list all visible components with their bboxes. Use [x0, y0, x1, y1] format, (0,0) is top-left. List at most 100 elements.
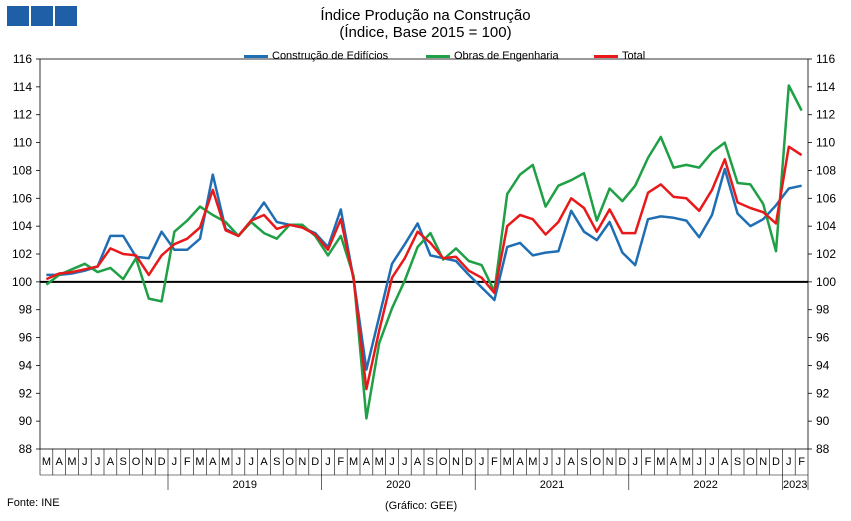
logo-square: [55, 6, 77, 26]
legend-swatch: [244, 54, 268, 58]
month-label: J: [82, 456, 88, 468]
month-label: M: [528, 456, 537, 468]
logo-square: [31, 6, 53, 26]
y-tick-label-right: 110: [816, 136, 835, 150]
month-label: M: [221, 456, 230, 468]
month-label: A: [209, 456, 217, 468]
month-label: A: [516, 456, 524, 468]
series-line: [45, 145, 803, 391]
y-tick-label-left: 114: [13, 80, 32, 94]
month-label: D: [772, 456, 780, 468]
month-label: N: [606, 456, 614, 468]
y-tick-label-right: 90: [816, 414, 830, 428]
month-label: O: [439, 456, 448, 468]
month-label: A: [721, 456, 729, 468]
y-tick-label-left: 94: [19, 358, 33, 372]
y-tick-label-left: 116: [13, 52, 32, 66]
source-note: Fonte: INE: [7, 497, 60, 509]
month-label: F: [645, 456, 652, 468]
chart-subtitle: (Índice, Base 2015 = 100): [339, 24, 512, 41]
month-label: J: [479, 456, 485, 468]
month-label: S: [580, 456, 587, 468]
month-label: A: [414, 456, 422, 468]
chart-title: Índice Produção na Construção: [320, 7, 531, 24]
month-label: J: [632, 456, 638, 468]
month-label: J: [709, 456, 715, 468]
y-tick-label-left: 92: [19, 386, 33, 400]
month-label: S: [273, 456, 280, 468]
month-label: M: [682, 456, 691, 468]
month-label: A: [260, 456, 268, 468]
y-tick-label-right: 108: [816, 163, 836, 177]
month-label: O: [285, 456, 294, 468]
y-tick-label-right: 116: [816, 52, 835, 66]
month-label: F: [184, 456, 191, 468]
y-tick-label-right: 114: [816, 80, 835, 94]
y-tick-label-left: 88: [19, 442, 33, 456]
month-label: M: [375, 456, 384, 468]
y-tick-label-right: 94: [816, 358, 830, 372]
month-label: M: [656, 456, 665, 468]
month-label: M: [195, 456, 204, 468]
legend-swatch: [594, 54, 618, 58]
y-tick-label-left: 104: [12, 219, 32, 233]
month-label: F: [798, 456, 805, 468]
month-label: J: [402, 456, 408, 468]
y-tick-label-left: 110: [13, 136, 32, 150]
y-tick-label-right: 112: [816, 108, 835, 122]
year-label: 2022: [693, 479, 717, 491]
y-tick-label-left: 100: [12, 275, 32, 289]
month-label: M: [349, 456, 358, 468]
y-tick-label-left: 96: [19, 331, 33, 345]
month-label: O: [593, 456, 602, 468]
month-label: D: [465, 456, 473, 468]
year-label: 2020: [386, 479, 410, 491]
month-label: D: [158, 456, 166, 468]
credit-note: (Gráfico: GEE): [385, 500, 458, 512]
month-label: F: [337, 456, 344, 468]
month-label: J: [248, 456, 254, 468]
month-label: J: [786, 456, 792, 468]
legend-swatch: [426, 54, 450, 58]
month-label: N: [759, 456, 767, 468]
month-label: A: [363, 456, 371, 468]
y-tick-label-right: 96: [816, 331, 830, 345]
plot-frame: [39, 58, 809, 450]
month-label: N: [452, 456, 460, 468]
y-tick-label-left: 106: [12, 191, 32, 205]
y-tick-label-left: 112: [13, 108, 32, 122]
y-tick-label-right: 92: [816, 386, 830, 400]
month-label: J: [696, 456, 702, 468]
month-label: N: [145, 456, 153, 468]
series-line: [45, 84, 803, 420]
month-label: A: [107, 456, 115, 468]
y-tick-label-right: 88: [816, 442, 830, 456]
month-label: A: [568, 456, 576, 468]
month-label: J: [543, 456, 549, 468]
month-label: J: [556, 456, 562, 468]
month-label: J: [236, 456, 242, 468]
month-label: M: [67, 456, 76, 468]
month-label: D: [311, 456, 319, 468]
month-label: M: [42, 456, 51, 468]
month-label: A: [670, 456, 678, 468]
month-label: D: [618, 456, 626, 468]
y-tick-label-right: 106: [816, 191, 836, 205]
month-label: J: [325, 456, 331, 468]
y-tick-label-left: 102: [12, 247, 32, 261]
logo-square: [7, 6, 29, 26]
month-label: J: [172, 456, 178, 468]
y-tick-label-left: 108: [12, 163, 32, 177]
month-label: O: [746, 456, 755, 468]
month-label: S: [120, 456, 127, 468]
month-label: J: [389, 456, 395, 468]
month-label: M: [503, 456, 512, 468]
y-tick-label-right: 98: [816, 303, 830, 317]
y-tick-label-right: 102: [816, 247, 836, 261]
y-tick-label-right: 100: [816, 275, 836, 289]
month-label: F: [491, 456, 498, 468]
month-label: O: [132, 456, 141, 468]
month-label: N: [298, 456, 306, 468]
